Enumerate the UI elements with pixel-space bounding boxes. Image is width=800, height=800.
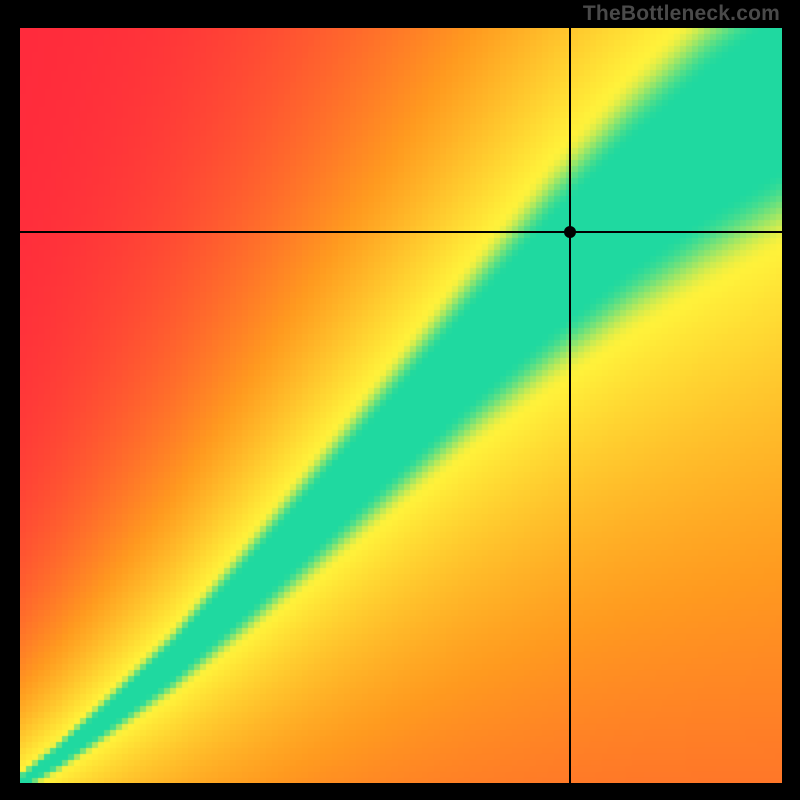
heatmap-plot bbox=[20, 28, 782, 783]
heatmap-canvas bbox=[20, 28, 782, 783]
watermark-text: TheBottleneck.com bbox=[583, 2, 780, 26]
chart-container: TheBottleneck.com bbox=[0, 0, 800, 800]
